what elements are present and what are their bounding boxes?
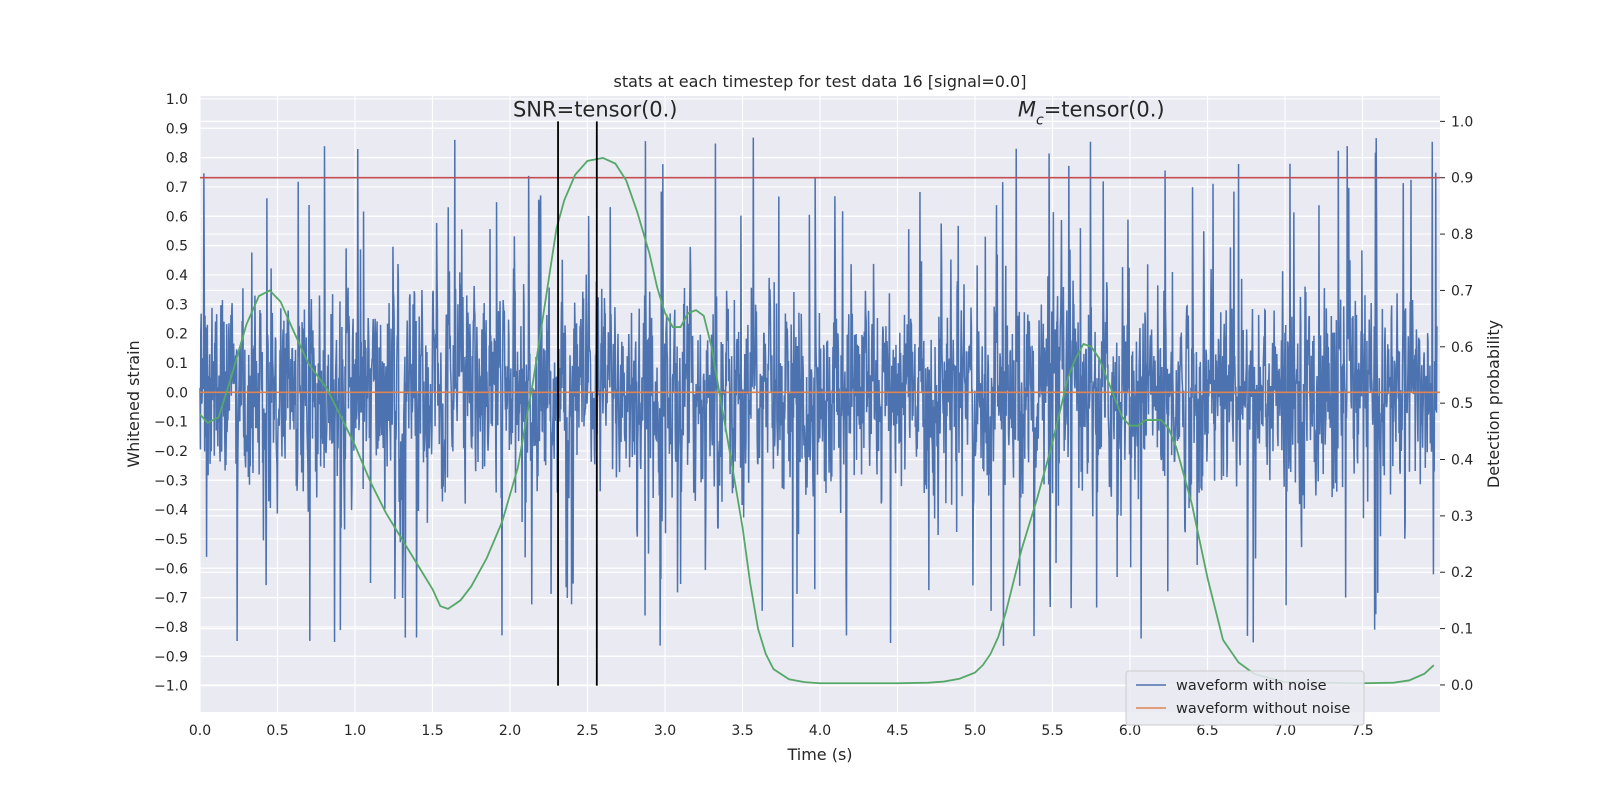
x-tick-label: 2.5 — [576, 723, 598, 739]
x-tick-label: 0.0 — [189, 723, 211, 739]
legend: waveform with noise waveform without noi… — [1125, 670, 1365, 726]
chirp-mass-value: =tensor(0.) — [1044, 98, 1165, 122]
y-left-tick-label: 0.7 — [166, 180, 188, 196]
legend-label-noise: waveform with noise — [1176, 678, 1327, 694]
y-right-tick-label: 0.0 — [1451, 678, 1473, 694]
chart-title: stats at each timestep for test data 16 … — [614, 72, 1027, 91]
chirp-mass-annotation: Mc=tensor(0.) — [1018, 98, 1165, 129]
axis-ticks: 0.0 0.5 1.0 1.5 2.0 2.5 3.0 3.5 4.0 4.5 5.0 5.5 6.0 6… — [154, 92, 1473, 739]
y-right-tick-label: 0.9 — [1451, 171, 1473, 187]
x-tick-label: 0.5 — [266, 723, 288, 739]
y-axis-right-label: Detection probability — [1484, 320, 1503, 488]
y-left-tick-label: −0.3 — [154, 473, 188, 489]
y-right-tick-label: 0.4 — [1451, 453, 1473, 469]
y-axis-left-label: Whitened strain — [124, 340, 143, 467]
y-left-tick-label: 0.6 — [166, 209, 188, 225]
y-right-tick-label: 1.0 — [1451, 114, 1473, 130]
y-left-tick-label: −1.0 — [154, 679, 188, 695]
y-left-tick-label: −0.5 — [154, 532, 188, 548]
y-right-tick-label: 0.3 — [1451, 509, 1473, 525]
y-left-tick-label: 0.2 — [166, 327, 188, 343]
x-tick-label: 6.5 — [1196, 723, 1218, 739]
chirp-mass-symbol: M — [1018, 98, 1036, 122]
snr-annotation: SNR=tensor(0.) — [513, 98, 678, 122]
y-left-tick-label: 0.0 — [166, 385, 188, 401]
legend-label-clean: waveform without noise — [1176, 701, 1350, 717]
y-left-tick-label: −0.7 — [154, 591, 188, 607]
y-left-tick-label: 0.3 — [166, 297, 188, 313]
y-left-tick-label: −0.4 — [154, 503, 188, 519]
x-tick-label: 1.0 — [344, 723, 366, 739]
y-left-tick-label: 0.5 — [166, 239, 188, 255]
detection-probability-line — [199, 157, 1435, 685]
chirp-mass-subscript: c — [1036, 113, 1044, 129]
x-tick-label: 1.5 — [421, 723, 443, 739]
y-left-tick-label: −0.2 — [154, 444, 188, 460]
y-left-tick-label: 0.8 — [166, 151, 188, 167]
y-right-tick-label: 0.2 — [1451, 565, 1473, 581]
y-right-tick-label: 0.6 — [1451, 340, 1473, 356]
y-left-tick-label: 1.0 — [166, 92, 188, 108]
y-right-tick-label: 0.8 — [1451, 227, 1473, 243]
x-tick-label: 5.5 — [1041, 723, 1063, 739]
x-tick-label: 6.0 — [1119, 723, 1141, 739]
y-left-tick-label: −0.1 — [154, 415, 188, 431]
x-tick-label: 3.5 — [731, 723, 753, 739]
x-tick-label: 3.0 — [654, 723, 676, 739]
x-tick-label: 5.0 — [964, 723, 986, 739]
y-left-tick-label: 0.9 — [166, 121, 188, 137]
y-left-tick-label: 0.4 — [166, 268, 188, 284]
x-tick-label: 2.0 — [499, 723, 521, 739]
y-left-tick-label: −0.9 — [154, 649, 188, 665]
y-left-tick-label: 0.1 — [166, 356, 188, 372]
x-tick-label: 4.5 — [886, 723, 908, 739]
y-right-tick-label: 0.1 — [1451, 622, 1473, 638]
x-axis-label: Time (s) — [786, 745, 852, 764]
x-tick-label: 7.0 — [1274, 723, 1296, 739]
y-left-tick-label: −0.6 — [154, 561, 188, 577]
y-left-tick-label: −0.8 — [154, 620, 188, 636]
waveform-with-noise-series — [199, 137, 1438, 648]
waveform-with-noise-line — [199, 137, 1438, 648]
x-tick-label: 4.0 — [809, 723, 831, 739]
legend-box — [1125, 670, 1365, 726]
x-tick-label: 7.5 — [1351, 723, 1373, 739]
y-right-tick-label: 0.5 — [1451, 396, 1473, 412]
y-right-tick-label: 0.7 — [1451, 283, 1473, 299]
overlay-lines — [199, 121, 1440, 686]
